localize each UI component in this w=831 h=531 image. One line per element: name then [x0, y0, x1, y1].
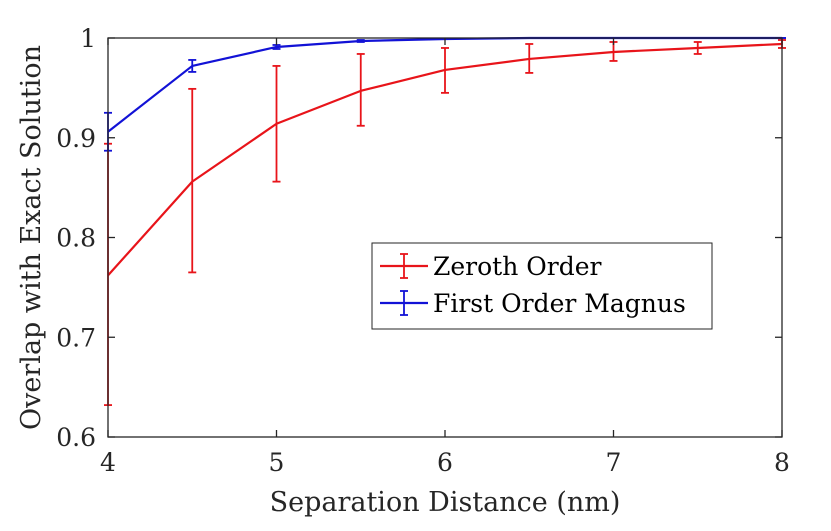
x-tick-label-1: 5: [269, 448, 285, 477]
series-0: [104, 39, 786, 406]
x-tick-label-0: 4: [100, 448, 116, 477]
legend-item-0: Zeroth Order: [380, 252, 602, 281]
error-bar-0-2: [272, 65, 281, 183]
legend-label-1: First Order Magnus: [433, 289, 686, 318]
error-bar-0-1: [188, 87, 197, 274]
y-axis-label: Overlap with Exact Solution: [16, 45, 47, 430]
y-tick-label-1: 0.7: [56, 323, 96, 352]
x-axis-label: Separation Distance (nm): [270, 487, 621, 518]
legend-box: [371, 242, 713, 330]
legend: Zeroth Order First Order Magnus: [371, 242, 713, 330]
legend-item-1: First Order Magnus: [380, 289, 686, 318]
axis-layer: 4 5 6 7 8 0.6 0.7 0.8 0.9 1: [56, 24, 790, 477]
error-bar-0-4: [441, 47, 449, 94]
x-tick-label-3: 7: [606, 448, 622, 477]
y-tick-label-3: 0.9: [56, 124, 96, 153]
error-bar-1-3: [356, 39, 365, 43]
y-tick-label-2: 0.8: [56, 224, 96, 253]
error-bar-0-7: [693, 41, 702, 55]
y-tick-label-4: 1: [80, 24, 96, 53]
x-tick-label-4: 8: [774, 448, 790, 477]
y-tick-label-0: 0.6: [56, 423, 96, 452]
error-bar-1-1: [188, 59, 197, 73]
plot-area-background: [108, 38, 782, 437]
x-tick-label-2: 6: [437, 448, 453, 477]
legend-label-0: Zeroth Order: [433, 252, 602, 281]
error-bar-0-5: [525, 43, 534, 74]
error-bar-0-3: [356, 53, 365, 127]
